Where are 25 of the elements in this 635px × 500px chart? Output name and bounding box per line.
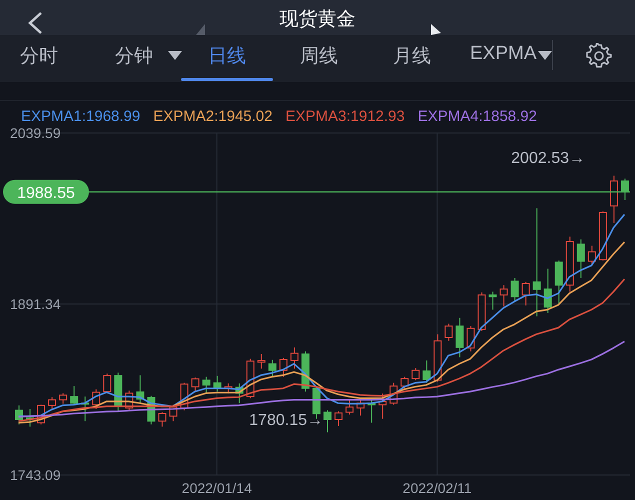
text: EXPMA2:1945.02 xyxy=(153,108,272,125)
annotation: 2002.53→ xyxy=(511,150,585,168)
y-tick-label: 1743.09 xyxy=(10,467,61,483)
y-tick-label: 2039.59 xyxy=(10,125,61,141)
x-tick-label: 2022/01/14 xyxy=(182,480,252,496)
ref-line-label: 1988.55 xyxy=(17,184,76,202)
candlestick xyxy=(532,208,541,317)
text: 日线 xyxy=(208,45,246,69)
text: 周线 xyxy=(300,45,338,69)
candlestick xyxy=(610,175,618,224)
text: 分钟 xyxy=(115,45,153,69)
y-tick-label: 1891.34 xyxy=(10,296,61,312)
text: EXPMA3:1912.93 xyxy=(286,108,405,125)
text: EXPMA1:1968.99 xyxy=(21,108,140,125)
text: 月线 xyxy=(393,45,431,69)
candlestick xyxy=(257,353,266,370)
text: 分时 xyxy=(20,45,58,69)
candlestick xyxy=(566,236,574,292)
x-tick-label: 2022/02/11 xyxy=(402,480,472,496)
text: EXPMA4:1858.92 xyxy=(418,108,537,125)
candlestick xyxy=(456,317,464,358)
candlestick xyxy=(488,291,497,310)
annotation: 1780.15→ xyxy=(249,412,323,430)
text: EXPMA xyxy=(470,43,537,65)
chart-title: 现货黄金 xyxy=(278,8,356,32)
